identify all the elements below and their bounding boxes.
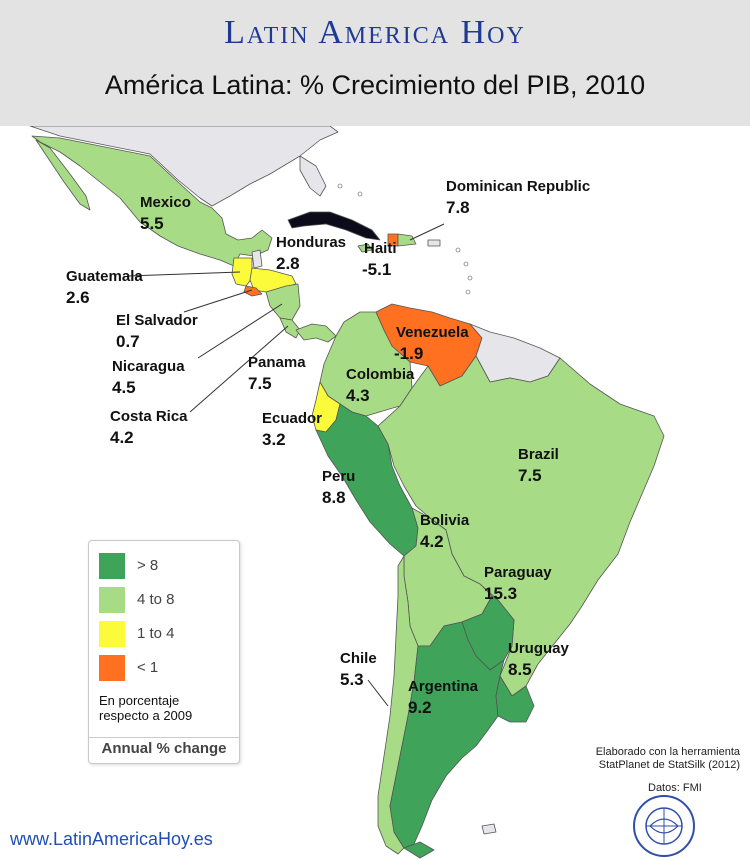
region-falklands (481, 823, 497, 835)
country-colombia (319, 311, 413, 417)
legend-swatch (99, 621, 125, 647)
value-guatemala: 2.6 (66, 288, 90, 307)
country-peru (315, 403, 419, 557)
legend-item: < 1 (99, 655, 229, 681)
credit-block: Elaborado con la herramienta StatPlanet … (596, 746, 740, 772)
value-chile: 5.3 (340, 670, 364, 689)
legend-swatch (99, 655, 125, 681)
country-cuba (287, 211, 381, 241)
value-argentina: 9.2 (408, 698, 432, 717)
island (465, 289, 471, 295)
label-venezuela: Venezuela (396, 324, 469, 341)
legend-footer: Annual % change (89, 737, 239, 757)
brand-title: Latin America Hoy (224, 14, 526, 51)
map-svg (29, 126, 665, 859)
region-tierra-del-fuego (403, 841, 435, 859)
legend-label: 4 to 8 (137, 591, 175, 608)
region-usa (29, 126, 339, 207)
label-panama: Panama (248, 354, 306, 371)
label-guatemala: Guatemala (66, 268, 143, 285)
label-paraguay: Paraguay (484, 564, 552, 581)
legend-label: < 1 (137, 659, 159, 676)
country-jamaica (357, 243, 373, 253)
legend-item: > 8 (99, 553, 229, 579)
value-nicaragua: 4.5 (112, 378, 136, 397)
country-panama (295, 323, 337, 343)
value-dominican-republic: 7.8 (446, 198, 470, 217)
country-uruguay (495, 675, 535, 723)
legend-swatch (99, 587, 125, 613)
island (467, 275, 473, 281)
value-uruguay: 8.5 (508, 660, 532, 679)
island (463, 261, 469, 267)
country-dominican-republic (397, 233, 417, 247)
map-subtitle: América Latina: % Crecimiento del PIB, 2… (104, 70, 646, 100)
leader-line-dominican-republic (409, 223, 445, 241)
imf-seal-icon (633, 795, 695, 857)
label-uruguay: Uruguay (508, 640, 569, 657)
value-el-salvador: 0.7 (116, 332, 140, 351)
header-banner: Latin America Hoy América Latina: % Crec… (0, 0, 750, 126)
leader-line-nicaragua (197, 303, 283, 359)
legend-label: > 8 (137, 557, 159, 574)
island (337, 183, 343, 189)
label-colombia: Colombia (346, 366, 415, 383)
value-paraguay: 15.3 (484, 584, 518, 603)
leader-line-chile (367, 679, 389, 707)
island (455, 247, 461, 253)
leader-line-guatemala (127, 271, 241, 277)
country-argentina (389, 621, 505, 849)
legend-item: 1 to 4 (99, 621, 229, 647)
region-baja (35, 139, 91, 211)
label-el-salvador: El Salvador (116, 312, 198, 329)
data-source: Datos: FMI (648, 782, 702, 794)
value-brazil: 7.5 (518, 466, 542, 485)
value-haiti: -5.1 (362, 260, 392, 279)
region-puerto-rico (427, 239, 441, 247)
country-nicaragua (265, 283, 301, 321)
value-venezuela: -1.9 (394, 344, 424, 363)
label-honduras: Honduras (276, 234, 347, 251)
country-mexico (31, 135, 273, 267)
country-el-salvador (243, 285, 263, 297)
label-costa-rica: Costa Rica (110, 408, 188, 425)
label-ecuador: Ecuador (262, 410, 323, 427)
value-honduras: 2.8 (276, 254, 300, 273)
value-bolivia: 4.2 (420, 532, 444, 551)
value-ecuador: 3.2 (262, 430, 286, 449)
legend-note: En porcentaje respecto a 2009 (99, 693, 193, 723)
map-legend: > 8 4 to 8 1 to 4 < 1 En porcentaje resp… (88, 540, 240, 764)
value-panama: 7.5 (248, 374, 272, 393)
island (357, 191, 363, 197)
label-chile: Chile (340, 650, 377, 667)
label-argentina: Argentina (408, 678, 479, 695)
credit-line: Elaborado con la herramienta (595, 746, 740, 758)
label-mexico: Mexico (140, 194, 191, 211)
credit-line: StatPlanet de StatSilk (2012) (598, 759, 740, 771)
leader-line-costa-rica (189, 325, 289, 413)
label-peru: Peru (322, 468, 356, 485)
value-peru: 8.8 (322, 488, 346, 507)
label-nicaragua: Nicaragua (112, 358, 185, 375)
legend-label: 1 to 4 (137, 625, 175, 642)
region-florida (299, 155, 327, 197)
label-brazil: Brazil (518, 446, 559, 463)
label-haiti: Haiti (364, 240, 397, 257)
map-area: Mexico 5.5 Guatemala 2.6 Honduras 2.8 Ha… (0, 126, 750, 860)
value-costa-rica: 4.2 (110, 428, 134, 447)
legend-item: 4 to 8 (99, 587, 229, 613)
country-belize (251, 249, 263, 269)
country-costa-rica (279, 317, 301, 339)
legend-swatch (99, 553, 125, 579)
value-mexico: 5.5 (140, 214, 164, 233)
label-dominican-republic: Dominican Republic (446, 178, 591, 195)
leader-line-el-salvador (183, 289, 253, 313)
value-colombia: 4.3 (346, 386, 370, 405)
label-bolivia: Bolivia (420, 512, 470, 529)
footer-url-link[interactable]: www.LatinAmericaHoy.es (10, 829, 213, 849)
